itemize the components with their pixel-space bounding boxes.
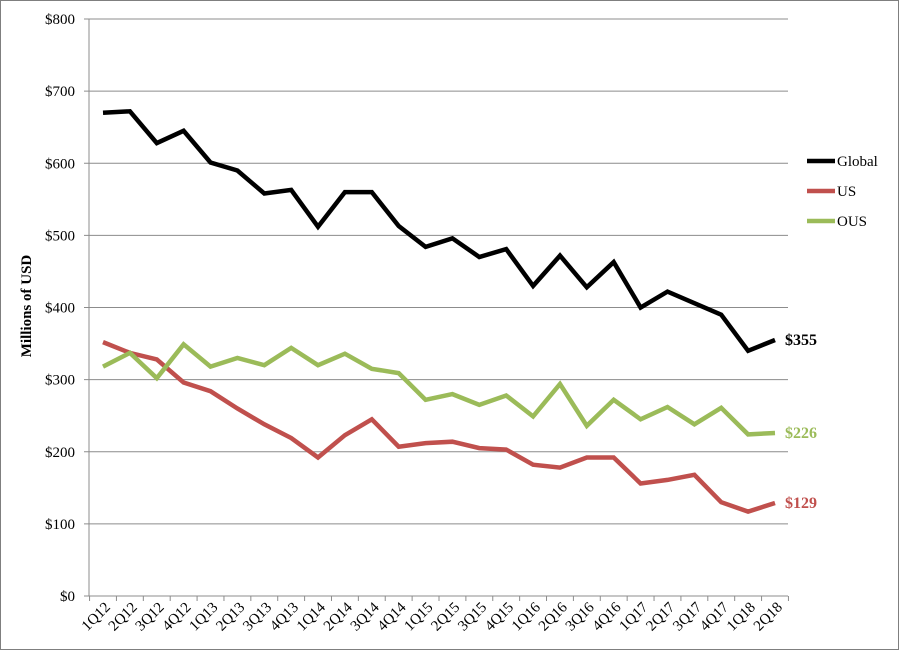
x-tick-label: 1Q13 xyxy=(186,600,221,635)
x-tick-label: 4Q15 xyxy=(482,600,517,635)
x-tick-label: 3Q14 xyxy=(348,599,383,634)
x-tick-label: 1Q17 xyxy=(617,599,652,634)
gridlines xyxy=(89,18,788,525)
x-tick-label: 2Q18 xyxy=(751,600,786,635)
x-tick-label: 1Q12 xyxy=(79,600,114,635)
y-tick-label: $100 xyxy=(45,517,75,533)
end-value-label: $129 xyxy=(785,495,817,512)
y-tick-labels: $0 $100 $200 $300 $400 $500 $600 $700 $800 xyxy=(45,12,75,605)
legend-label: OUS xyxy=(837,214,867,230)
y-tick-label: $300 xyxy=(45,373,75,389)
y-tick-label: $400 xyxy=(45,301,75,317)
x-tick-label: 4Q16 xyxy=(590,599,625,634)
end-value-label: $355 xyxy=(785,332,817,349)
x-tick-label: 1Q16 xyxy=(509,599,544,634)
x-tick-label: 3Q16 xyxy=(563,599,598,634)
x-tick-label: 4Q17 xyxy=(697,599,732,634)
end-labels: $355 $129 $226 xyxy=(785,332,817,512)
legend: Global US OUS xyxy=(807,154,878,230)
x-tick-label: 3Q15 xyxy=(455,600,490,635)
series-line-global xyxy=(102,108,776,354)
x-tick-label: 1Q14 xyxy=(294,599,329,634)
x-tick-label: 2Q15 xyxy=(428,600,463,635)
x-tick-label: 2Q14 xyxy=(321,599,356,634)
y-tick-label: $500 xyxy=(45,228,75,244)
x-tick-label: 4Q12 xyxy=(160,600,195,635)
x-tick-label: 3Q13 xyxy=(240,600,275,635)
x-tick-labels: 1Q122Q123Q124Q121Q132Q133Q134Q131Q142Q14… xyxy=(79,599,786,634)
y-tick-label: $600 xyxy=(45,156,75,172)
y-tick-label: $700 xyxy=(45,84,75,100)
x-tick-label: 1Q15 xyxy=(401,600,436,635)
series-lines xyxy=(101,108,776,514)
series-line-ous xyxy=(101,341,776,437)
x-tick-label: 2Q16 xyxy=(536,599,571,634)
y-tick-label: $800 xyxy=(45,12,75,28)
x-tick-label: 2Q12 xyxy=(106,600,141,635)
legend-label: Global xyxy=(837,154,878,170)
x-tick-label: 1Q18 xyxy=(724,600,759,635)
x-tick-label: 2Q13 xyxy=(213,600,248,635)
x-tick-label: 3Q12 xyxy=(133,600,168,635)
y-axis-title: Millions of USD xyxy=(19,255,35,358)
x-tick-label: 4Q13 xyxy=(267,600,302,635)
x-tick-label: 4Q14 xyxy=(375,599,410,634)
y-tick-label: $0 xyxy=(60,589,75,605)
x-tick-label: 2Q17 xyxy=(643,599,678,634)
legend-label: US xyxy=(837,184,856,200)
end-value-label: $226 xyxy=(785,425,817,442)
y-tick-label: $200 xyxy=(45,445,75,461)
x-tick-label: 3Q17 xyxy=(670,599,705,634)
series-line-us xyxy=(102,340,776,514)
axes xyxy=(84,18,789,601)
